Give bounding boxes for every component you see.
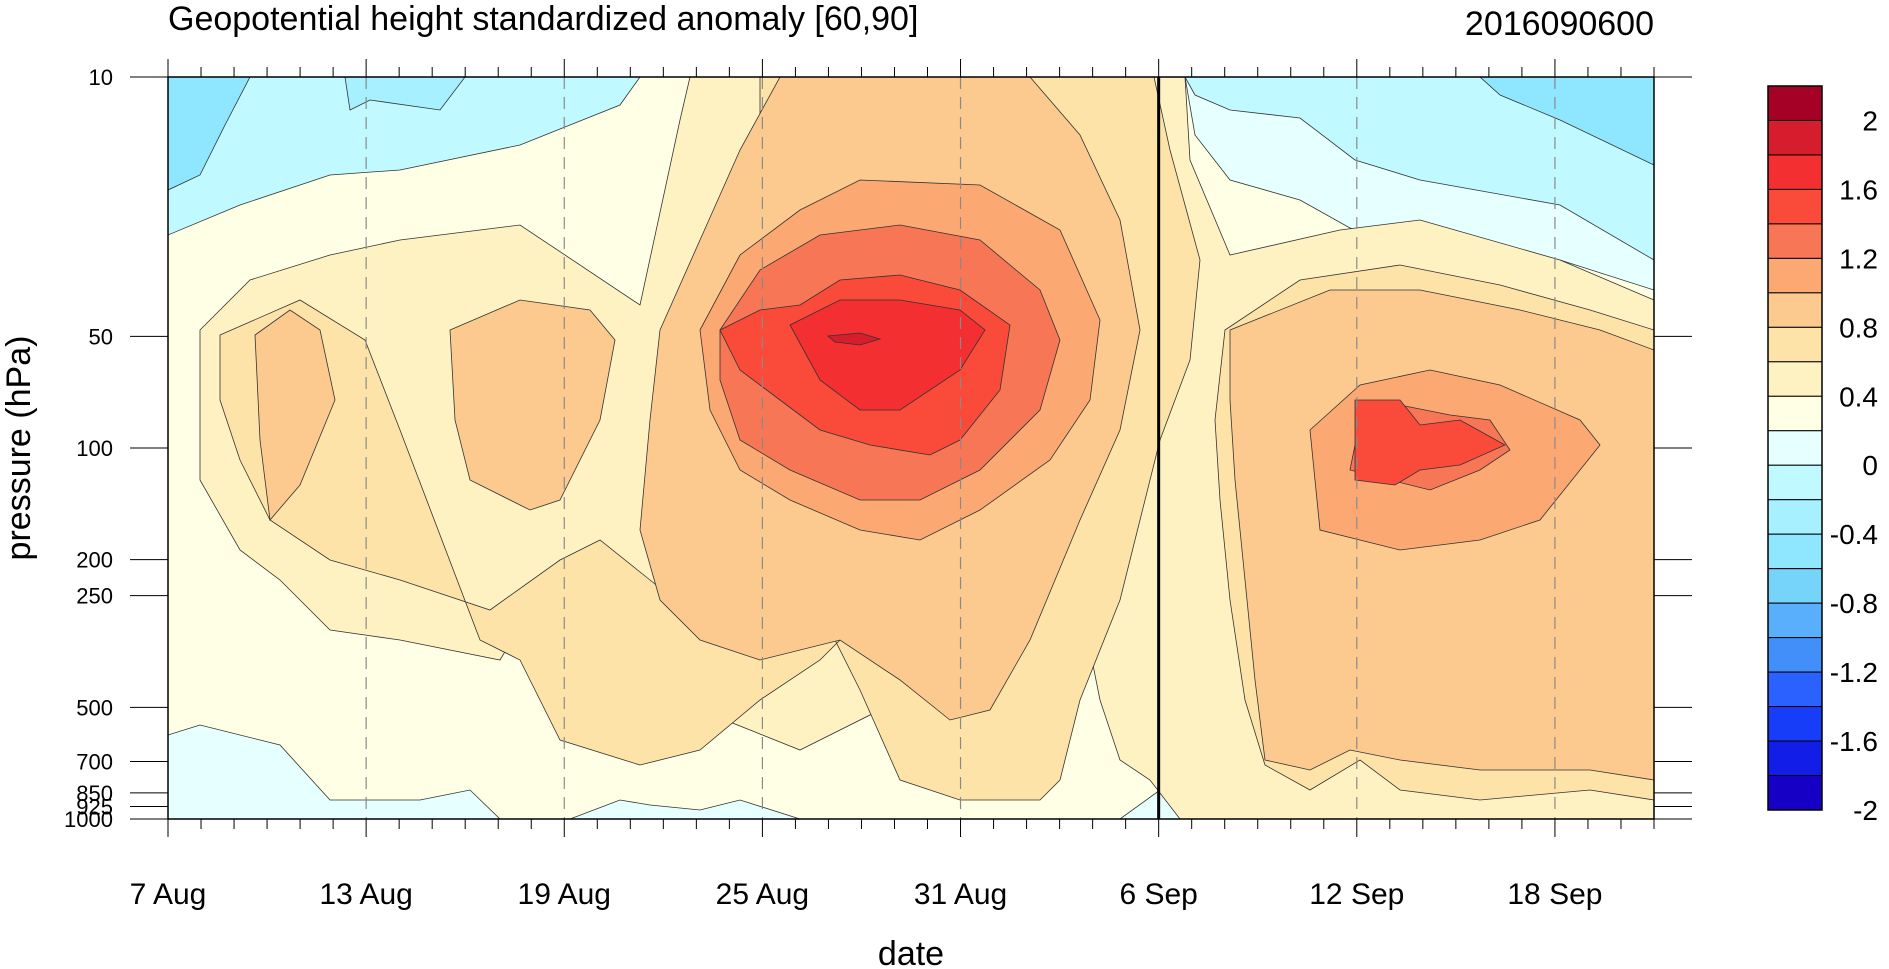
colorbar-swatch: [1767, 740, 1823, 777]
x-tick-label: 6 Sep: [1119, 878, 1197, 911]
y-tick-label: 100: [76, 436, 113, 461]
x-axis-label: date: [878, 935, 944, 969]
y-tick-label: 1000: [64, 807, 113, 832]
y-tick-label: 700: [76, 750, 113, 775]
x-tick-label: 13 Aug: [319, 878, 412, 911]
colorbar-swatch: [1767, 85, 1823, 121]
colorbar-swatch: [1767, 464, 1823, 501]
colorbar-label: -0.8: [1830, 588, 1878, 619]
contour-neg-upper-left-3: [344, 77, 466, 111]
y-tick-label: 200: [76, 548, 113, 573]
colorbar-swatch: [1767, 361, 1823, 397]
colorbar: 2 1.6 1.2 0.8 0.4 0 -0.4 -0.8 -1.2 -1.6 -2: [1767, 85, 1878, 826]
colorbar-swatch: [1767, 568, 1823, 604]
contour-neg-surface-left: [168, 724, 501, 819]
colorbar-label: 0.4: [1839, 381, 1878, 412]
colorbar-swatch: [1767, 188, 1823, 225]
axes: 7 Aug 13 Aug 19 Aug 25 Aug 31 Aug 6 Sep 12 Sep…: [64, 59, 1692, 911]
y-tick-label: 250: [76, 584, 113, 609]
colorbar-swatch: [1767, 326, 1823, 363]
colorbar-swatch: [1767, 292, 1823, 328]
colorbar-swatch: [1767, 637, 1823, 673]
contour-field: [168, 77, 1654, 819]
chart-title: Geopotential height standardized anomaly…: [168, 0, 918, 38]
colorbar-swatch: [1767, 706, 1823, 742]
colorbar-swatch: [1767, 671, 1823, 708]
colorbar-swatch: [1767, 395, 1823, 432]
contour-pos-1-4: [789, 299, 986, 411]
colorbar-label: 0.8: [1839, 312, 1878, 343]
contour-neg-upper-left-1: [168, 77, 641, 236]
contour-neg-upper-right-2: [1184, 77, 1654, 261]
x-tick-label: 18 Sep: [1507, 878, 1602, 911]
colorbar-label: -1.6: [1830, 726, 1878, 757]
colorbar-frame: [1767, 85, 1823, 811]
colorbar-label: 1.6: [1839, 174, 1878, 205]
colorbar-swatch: [1767, 154, 1823, 190]
colorbar-label: -2: [1853, 795, 1878, 826]
y-tick-label: 925: [76, 794, 113, 819]
x-tick-label: 31 Aug: [914, 878, 1007, 911]
x-tick-label: 19 Aug: [518, 878, 611, 911]
y-tick-label: 850: [76, 781, 113, 806]
colorbar-swatch: [1767, 775, 1823, 811]
y-tick-label: 50: [89, 324, 113, 349]
colorbar-label: -1.2: [1830, 657, 1878, 688]
contour-pos-0-6-lobe-mid: [449, 299, 616, 511]
y-axis-label: pressure (hPa): [0, 336, 38, 561]
colorbar-swatch: [1767, 223, 1823, 259]
y-tick-label: 500: [76, 695, 113, 720]
colorbar-label: 1.2: [1839, 243, 1878, 274]
colorbar-swatch: [1767, 533, 1823, 570]
contour-pos-0-6-lobe-left: [254, 309, 336, 521]
colorbar-label: -0.4: [1830, 519, 1878, 550]
colorbar-swatch: [1767, 430, 1823, 466]
colorbar-label: 2: [1862, 105, 1878, 136]
contour-pos-1-6: [827, 332, 882, 346]
x-tick-label: 7 Aug: [130, 878, 207, 911]
colorbar-label: 0: [1862, 450, 1878, 481]
chart-date-stamp: 2016090600: [1465, 5, 1654, 43]
contour-neg-surface-mid: [569, 799, 801, 819]
x-tick-label: 12 Sep: [1309, 878, 1404, 911]
contour-neg-upper-left-2: [168, 77, 251, 191]
colorbar-swatch: [1767, 499, 1823, 535]
contour-pos-right-1-2: [1354, 399, 1506, 486]
contour-neg-upper-right-3: [1479, 77, 1654, 166]
colorbar-swatch: [1767, 257, 1823, 294]
x-tick-label: 25 Aug: [716, 878, 809, 911]
colorbar-swatch: [1767, 119, 1823, 156]
y-tick-label: 10: [89, 65, 113, 90]
colorbar-swatch: [1767, 602, 1823, 639]
